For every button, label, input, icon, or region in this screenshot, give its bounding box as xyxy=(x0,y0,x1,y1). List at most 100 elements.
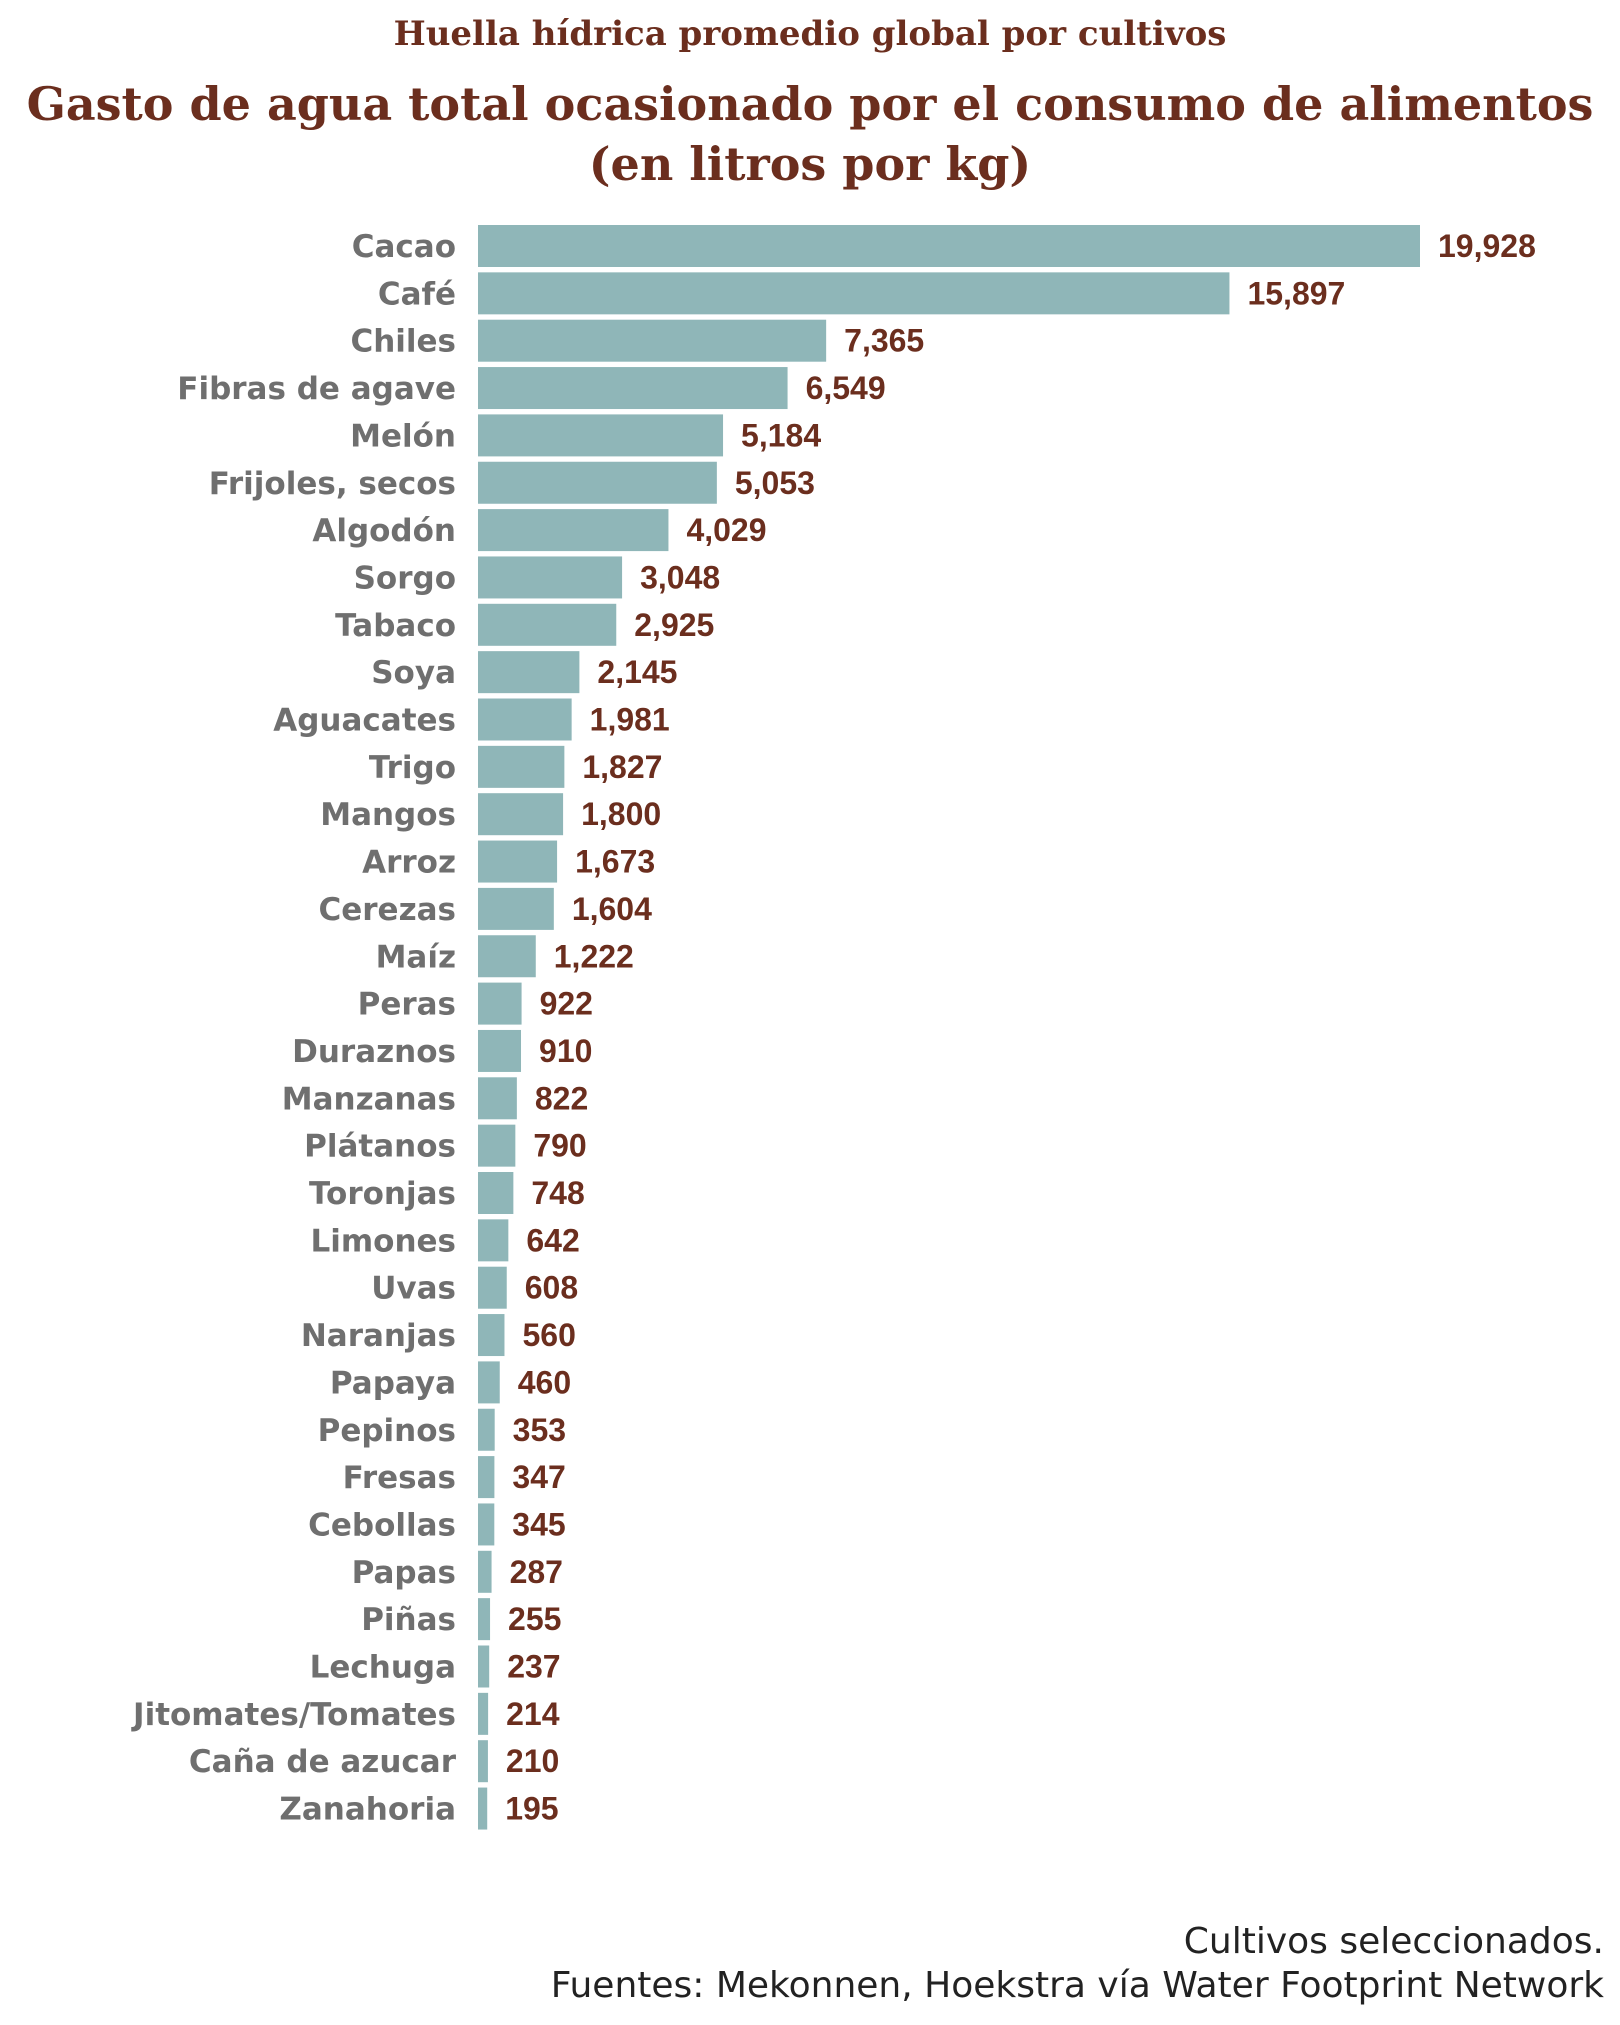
value-label: 347 xyxy=(512,1459,565,1495)
value-label: 7,365 xyxy=(844,323,924,359)
value-label: 5,184 xyxy=(741,417,821,453)
category-label: Caña de azucar xyxy=(189,1744,457,1780)
value-label: 608 xyxy=(525,1270,578,1306)
bar-chart: Cacao 19,928 Café 15,897 Chiles 7,365 Fibras d… xyxy=(131,225,1536,1830)
value-label: 4,029 xyxy=(686,512,766,548)
category-label: Cacao xyxy=(352,229,456,265)
category-label: Jitomates/Tomates xyxy=(131,1697,456,1733)
bar xyxy=(478,793,564,836)
value-label: 560 xyxy=(522,1317,575,1353)
chart-subtitle: Huella hídrica promedio global por culti… xyxy=(393,14,1227,54)
category-label: Naranjas xyxy=(301,1318,456,1354)
bar xyxy=(478,319,827,362)
chart-title: Gasto de agua total ocasionado por el co… xyxy=(0,74,1620,194)
chart-title-line-1: Gasto de agua total ocasionado por el co… xyxy=(26,77,1594,131)
category-label: Limones xyxy=(310,1223,456,1259)
bar xyxy=(478,1361,500,1404)
value-label: 748 xyxy=(531,1175,584,1211)
bar xyxy=(478,982,522,1025)
category-label: Cebollas xyxy=(308,1507,456,1543)
bar xyxy=(478,1740,488,1783)
category-label: Piñas xyxy=(361,1602,456,1638)
category-label: Trigo xyxy=(369,750,456,786)
chart-title-line-2: (en litros por kg) xyxy=(588,137,1032,191)
bar xyxy=(478,1408,495,1451)
value-label: 255 xyxy=(508,1601,561,1637)
category-label: Sorgo xyxy=(354,560,456,596)
bar xyxy=(478,1314,505,1357)
bar xyxy=(478,1692,489,1735)
category-label: Aguacates xyxy=(273,703,456,739)
value-label: 19,928 xyxy=(1438,228,1536,264)
bar xyxy=(478,367,788,410)
bar xyxy=(478,651,580,694)
bar xyxy=(478,1550,492,1593)
chart-footer: Cultivos seleccionados. Fuentes: Mekonne… xyxy=(551,1920,1604,2008)
value-label: 5,053 xyxy=(735,465,815,501)
value-label: 2,925 xyxy=(634,607,714,643)
value-label: 1,981 xyxy=(590,702,670,738)
category-label: Duraznos xyxy=(292,1034,456,1070)
category-label: Toronjas xyxy=(309,1176,456,1212)
value-label: 1,222 xyxy=(554,938,634,974)
value-label: 287 xyxy=(510,1554,563,1590)
category-label: Algodón xyxy=(312,513,456,549)
value-label: 15,897 xyxy=(1247,275,1345,311)
category-label: Arroz xyxy=(362,845,456,881)
category-label: Café xyxy=(378,276,456,312)
bar xyxy=(478,1787,488,1830)
value-label: 642 xyxy=(526,1222,579,1258)
value-label: 922 xyxy=(540,986,593,1022)
value-label: 460 xyxy=(518,1364,571,1400)
category-label: Papas xyxy=(352,1555,456,1591)
category-label: Manzanas xyxy=(282,1081,456,1117)
value-label: 210 xyxy=(506,1743,559,1779)
bar xyxy=(478,414,724,457)
footer-note: Cultivos seleccionados. xyxy=(1183,1921,1604,1962)
category-label: Lechuga xyxy=(310,1650,456,1686)
value-label: 1,604 xyxy=(572,891,652,927)
bar xyxy=(478,272,1230,315)
category-label: Maíz xyxy=(376,939,456,975)
category-label: Plátanos xyxy=(304,1129,456,1165)
value-label: 353 xyxy=(513,1412,566,1448)
value-label: 910 xyxy=(539,1033,592,1069)
value-label: 2,145 xyxy=(597,654,677,690)
bar xyxy=(478,1456,495,1499)
value-label: 6,549 xyxy=(806,370,886,406)
category-label: Cerezas xyxy=(318,892,456,928)
value-label: 345 xyxy=(512,1506,565,1542)
value-label: 214 xyxy=(506,1696,560,1732)
footer-source: Fuentes: Mekonnen, Hoekstra vía Water Fo… xyxy=(550,1965,1604,2006)
bar xyxy=(478,1124,516,1167)
value-label: 3,048 xyxy=(640,559,720,595)
category-label: Soya xyxy=(371,655,456,691)
value-label: 195 xyxy=(505,1791,558,1827)
category-label: Fibras de agave xyxy=(177,371,456,407)
category-label: Tabaco xyxy=(335,608,456,644)
category-label: Mangos xyxy=(320,797,456,833)
bar xyxy=(478,1503,495,1546)
value-label: 1,800 xyxy=(581,796,661,832)
category-label: Melón xyxy=(350,418,456,454)
bar xyxy=(478,1598,491,1641)
bar xyxy=(478,1172,514,1214)
value-label: 237 xyxy=(507,1649,560,1685)
bar xyxy=(478,225,1420,267)
bar xyxy=(478,556,623,599)
bar xyxy=(478,603,617,646)
category-label: Zanahoria xyxy=(279,1792,456,1828)
category-label: Peras xyxy=(358,987,456,1023)
category-label: Fresas xyxy=(343,1460,456,1496)
value-label: 1,827 xyxy=(582,749,662,785)
category-label: Chiles xyxy=(350,324,456,360)
bar xyxy=(478,1645,490,1688)
bar xyxy=(478,887,554,930)
bar xyxy=(478,461,717,504)
value-label: 822 xyxy=(535,1080,588,1116)
bar xyxy=(478,509,669,552)
bar xyxy=(478,1219,509,1262)
category-label: Frijoles, secos xyxy=(209,466,456,502)
bar xyxy=(478,698,572,741)
category-label: Uvas xyxy=(371,1271,456,1307)
